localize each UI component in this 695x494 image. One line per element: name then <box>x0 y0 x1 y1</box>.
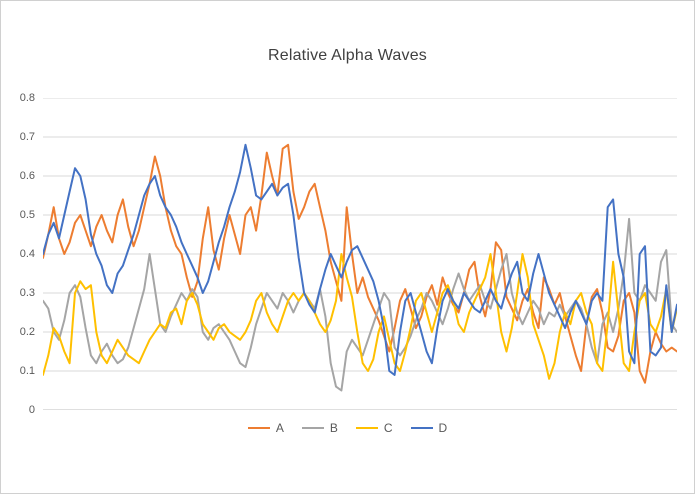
legend-label-A: A <box>275 421 284 435</box>
legend-swatch-D <box>410 427 433 429</box>
y-tick-label: 0.3 <box>19 287 35 299</box>
plot-area <box>43 98 677 410</box>
y-tick-label: 0.1 <box>19 365 35 377</box>
y-tick-label: 0.6 <box>19 170 35 182</box>
y-tick-label: 0.2 <box>19 326 35 338</box>
line-chart <box>43 98 677 410</box>
legend-swatch-C <box>355 427 378 429</box>
legend-label-B: B <box>329 421 338 435</box>
chart-title: Relative Alpha Waves <box>267 47 428 64</box>
legend-label-D: D <box>438 421 448 435</box>
chart-legend: A B C D <box>1 421 694 435</box>
legend-label-C: C <box>383 421 393 435</box>
series-D-line <box>43 143 677 376</box>
legend-item-C: C <box>355 421 393 435</box>
series-C-line <box>43 253 677 380</box>
y-tick-label: 0.8 <box>19 92 35 104</box>
legend-item-D: D <box>410 421 448 435</box>
y-tick-label: 0.5 <box>19 209 35 221</box>
legend-item-B: B <box>301 421 338 435</box>
legend-swatch-B <box>301 427 324 429</box>
legend-item-A: A <box>247 421 284 435</box>
legend-swatch-A <box>247 427 270 429</box>
y-tick-label: 0.7 <box>19 131 35 143</box>
y-tick-label: 0.4 <box>19 248 35 260</box>
y-tick-label: 0 <box>28 404 35 416</box>
